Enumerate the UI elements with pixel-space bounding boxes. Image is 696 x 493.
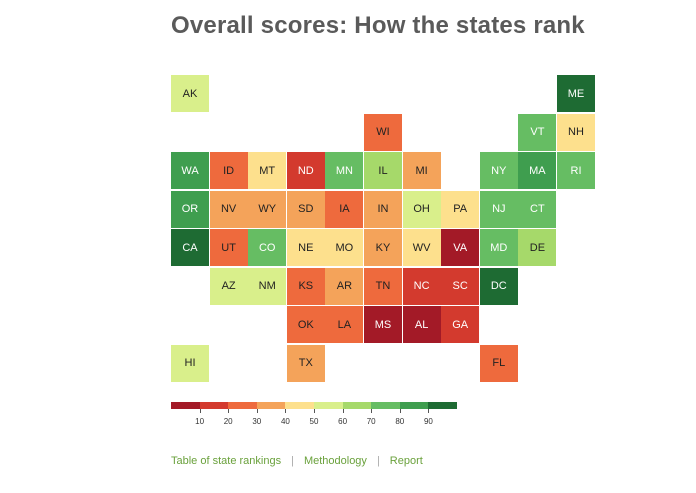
state-tile-ar[interactable]: AR <box>325 267 364 305</box>
state-tile-ut[interactable]: UT <box>209 229 248 266</box>
state-tile-ne[interactable]: NE <box>286 229 325 266</box>
legend-swatch <box>342 402 372 409</box>
state-tile-nh[interactable]: NH <box>557 113 595 151</box>
state-tile-sd[interactable]: SD <box>286 190 325 228</box>
state-tile-ky[interactable]: KY <box>364 229 402 266</box>
legend-tick <box>256 409 258 413</box>
legend-swatch <box>285 402 314 409</box>
legend-tick <box>199 409 201 413</box>
state-tile-nv[interactable]: NV <box>209 190 248 228</box>
state-tile-wy[interactable]: WY <box>248 190 287 228</box>
state-tile-oh[interactable]: OH <box>402 190 441 228</box>
footer-separator: | <box>291 455 294 467</box>
state-tile-ca[interactable]: CA <box>171 229 209 266</box>
legend-label: 20 <box>223 417 233 426</box>
state-tile-az[interactable]: AZ <box>209 267 248 305</box>
legend-label: 40 <box>280 417 290 426</box>
state-tile-nj[interactable]: NJ <box>479 190 518 228</box>
state-tile-hi[interactable]: HI <box>171 344 209 382</box>
page-title: Overall scores: How the states rank <box>171 12 585 39</box>
legend-label: 50 <box>309 417 319 426</box>
legend-label: 10 <box>195 417 205 426</box>
state-tile-or[interactable]: OR <box>171 190 209 228</box>
legend-swatch <box>399 402 429 409</box>
state-tile-mt[interactable]: MT <box>248 152 287 189</box>
state-tile-al[interactable]: AL <box>402 306 441 343</box>
report-link[interactable]: Report <box>389 455 423 467</box>
state-tile-ct[interactable]: CT <box>518 190 557 228</box>
state-tile-in[interactable]: IN <box>364 190 402 228</box>
state-tile-pa[interactable]: PA <box>441 190 480 228</box>
state-tile-nd[interactable]: ND <box>286 152 325 189</box>
state-tile-vt[interactable]: VT <box>518 113 557 151</box>
state-tile-ri[interactable]: RI <box>557 152 595 189</box>
methodology-link[interactable]: Methodology <box>303 455 367 467</box>
state-tile-va[interactable]: VA <box>441 229 480 266</box>
legend-swatch <box>256 402 286 409</box>
state-tile-mo[interactable]: MO <box>325 229 364 266</box>
legend-label: 30 <box>252 417 262 426</box>
state-tile-id[interactable]: ID <box>209 152 248 189</box>
legend-label: 60 <box>338 417 348 426</box>
legend-tick <box>314 409 315 413</box>
state-tile-ma[interactable]: MA <box>518 152 557 189</box>
state-tile-la[interactable]: LA <box>325 306 364 343</box>
legend-swatch <box>228 402 257 409</box>
state-tile-wv[interactable]: WV <box>402 229 441 266</box>
state-tile-nm[interactable]: NM <box>248 267 287 305</box>
footer-links: Table of state rankings | Methodology | … <box>171 455 423 467</box>
legend-label: 90 <box>423 417 433 426</box>
legend-color-bar <box>171 402 457 409</box>
footer-separator: | <box>376 455 380 467</box>
state-tile-co[interactable]: CO <box>248 229 287 266</box>
state-tile-mi[interactable]: MI <box>402 152 441 189</box>
state-tile-wa[interactable]: WA <box>171 152 209 189</box>
state-tile-ks[interactable]: KS <box>286 267 325 305</box>
state-tile-ga[interactable]: GA <box>441 306 480 343</box>
state-tile-md[interactable]: MD <box>479 229 518 266</box>
legend-tick <box>228 409 230 413</box>
state-tile-fl[interactable]: FL <box>479 344 518 382</box>
legend-tick <box>342 409 344 413</box>
state-tile-sc[interactable]: SC <box>441 267 480 305</box>
state-tile-ny[interactable]: NY <box>479 152 518 189</box>
legend-swatch <box>371 402 400 409</box>
state-tile-tx[interactable]: TX <box>286 344 325 382</box>
state-tile-tn[interactable]: TN <box>364 267 402 305</box>
legend-swatch <box>171 402 200 409</box>
state-tile-mn[interactable]: MN <box>325 152 364 189</box>
legend-swatch <box>199 402 229 409</box>
legend-swatch <box>428 402 457 409</box>
legend-label: 80 <box>395 417 405 426</box>
state-tile-de[interactable]: DE <box>518 229 557 266</box>
state-tile-ms[interactable]: MS <box>364 306 402 343</box>
state-tile-il[interactable]: IL <box>364 152 402 189</box>
state-tile-dc[interactable]: DC <box>479 267 518 305</box>
state-tile-me[interactable]: ME <box>557 75 595 112</box>
legend-tick <box>371 409 373 413</box>
state-tile-ia[interactable]: IA <box>325 190 364 228</box>
table-of-state-rankings-link[interactable]: Table of state rankings <box>171 455 282 467</box>
state-tile-nc[interactable]: NC <box>402 267 441 305</box>
state-tile-ok[interactable]: OK <box>286 306 325 343</box>
legend-tick <box>428 409 430 413</box>
state-tile-wi[interactable]: WI <box>364 113 402 151</box>
legend-tick <box>399 409 401 413</box>
legend-swatch <box>313 402 343 409</box>
legend-label: 70 <box>366 417 376 426</box>
state-tile-ak[interactable]: AK <box>171 75 209 112</box>
legend-tick <box>285 409 287 413</box>
